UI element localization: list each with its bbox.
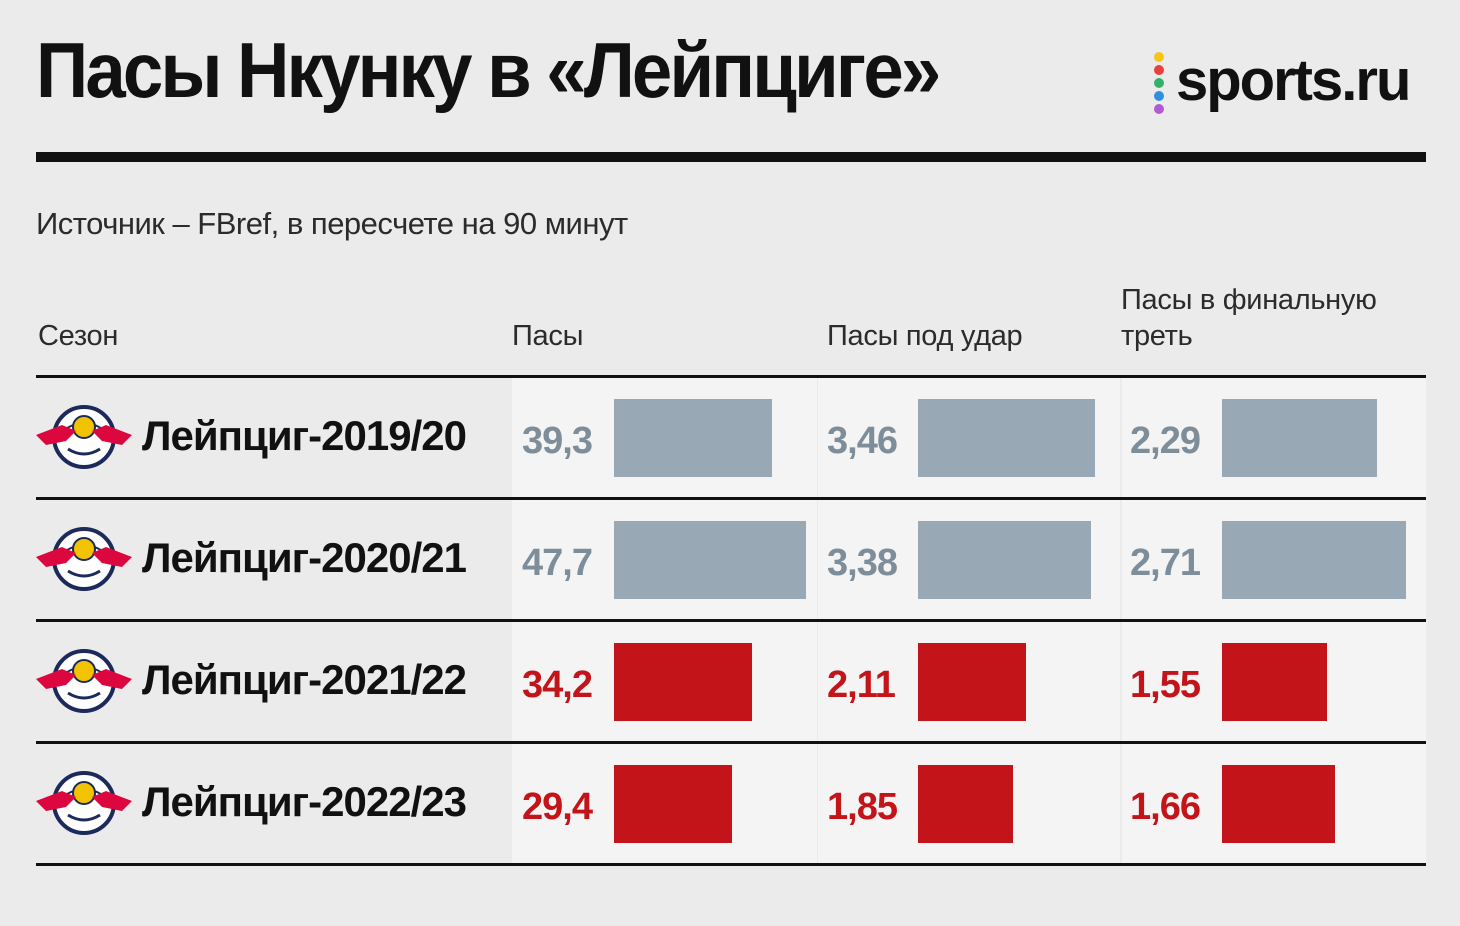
table-row: Лейпциг-2022/23 29,4 1,85 1,66 [0,743,1460,861]
bar-passes [614,521,806,599]
rb-leipzig-logo-icon [32,523,136,593]
bar-passes [614,765,732,843]
rb-leipzig-logo-icon [32,645,136,715]
value-label-final-third: 1,55 [1130,664,1201,706]
header-final-third-line1: Пасы в финальную [1121,284,1377,316]
bar-shot-passes [918,765,1013,843]
value-label-shot-passes: 1,85 [827,786,898,828]
row-divider [36,619,1426,622]
header-season: Сезон [38,320,119,352]
season-label: Лейпциг-2022/23 [142,778,467,825]
header-shot-passes: Пасы под удар [827,320,1023,352]
chart-title: Пасы Нкунку в «Лейпциге» [36,26,941,114]
table-row: Лейпциг-2020/21 47,7 3,38 2,71 [0,499,1460,617]
source-note: Источник – FBref, в пересчете на 90 мину… [36,206,628,241]
sports-ru-logo: sports.ru [1150,48,1440,116]
brand-dots-icon [1154,52,1166,116]
value-label-shot-passes: 2,11 [827,664,896,706]
value-label-passes: 29,4 [522,786,593,828]
header-passes: Пасы [512,320,584,352]
season-label: Лейпциг-2019/20 [142,412,467,459]
value-label-final-third: 2,29 [1130,420,1201,462]
brand-dot [1154,65,1164,75]
value-label-final-third: 2,71 [1130,542,1201,584]
table-row: Лейпциг-2019/20 39,3 3,46 2,29 [0,377,1460,495]
value-label-passes: 47,7 [522,542,593,584]
row-divider [36,741,1426,744]
value-label-shot-passes: 3,46 [827,420,898,462]
rb-leipzig-logo-icon [32,401,136,471]
brand-dot [1154,78,1164,88]
row-divider [36,497,1426,500]
bar-shot-passes [918,643,1026,721]
row-divider [36,863,1426,866]
row-divider [36,375,1426,378]
bar-final-third [1222,765,1335,843]
rb-leipzig-logo-icon [32,767,136,837]
header-final-third-line2: треть [1121,320,1193,352]
value-label-shot-passes: 3,38 [827,542,898,584]
bar-passes [614,643,752,721]
bar-passes [614,399,772,477]
bar-shot-passes [918,521,1091,599]
value-label-passes: 39,3 [522,420,593,462]
brand-wordmark: sports.ru [1176,48,1411,113]
bar-final-third [1222,521,1406,599]
brand-dot [1154,91,1164,101]
bar-final-third [1222,643,1327,721]
value-label-passes: 34,2 [522,664,593,706]
brand-dot [1154,104,1164,114]
brand-dot [1154,52,1164,62]
season-label: Лейпциг-2021/22 [142,656,467,703]
header-final-third: Пасы в финальную треть [1121,282,1377,354]
season-label: Лейпциг-2020/21 [142,534,467,581]
bar-final-third [1222,399,1377,477]
title-divider [36,152,1426,162]
value-label-final-third: 1,66 [1130,786,1201,828]
table-row: Лейпциг-2021/22 34,2 2,11 1,55 [0,621,1460,739]
bar-shot-passes [918,399,1095,477]
